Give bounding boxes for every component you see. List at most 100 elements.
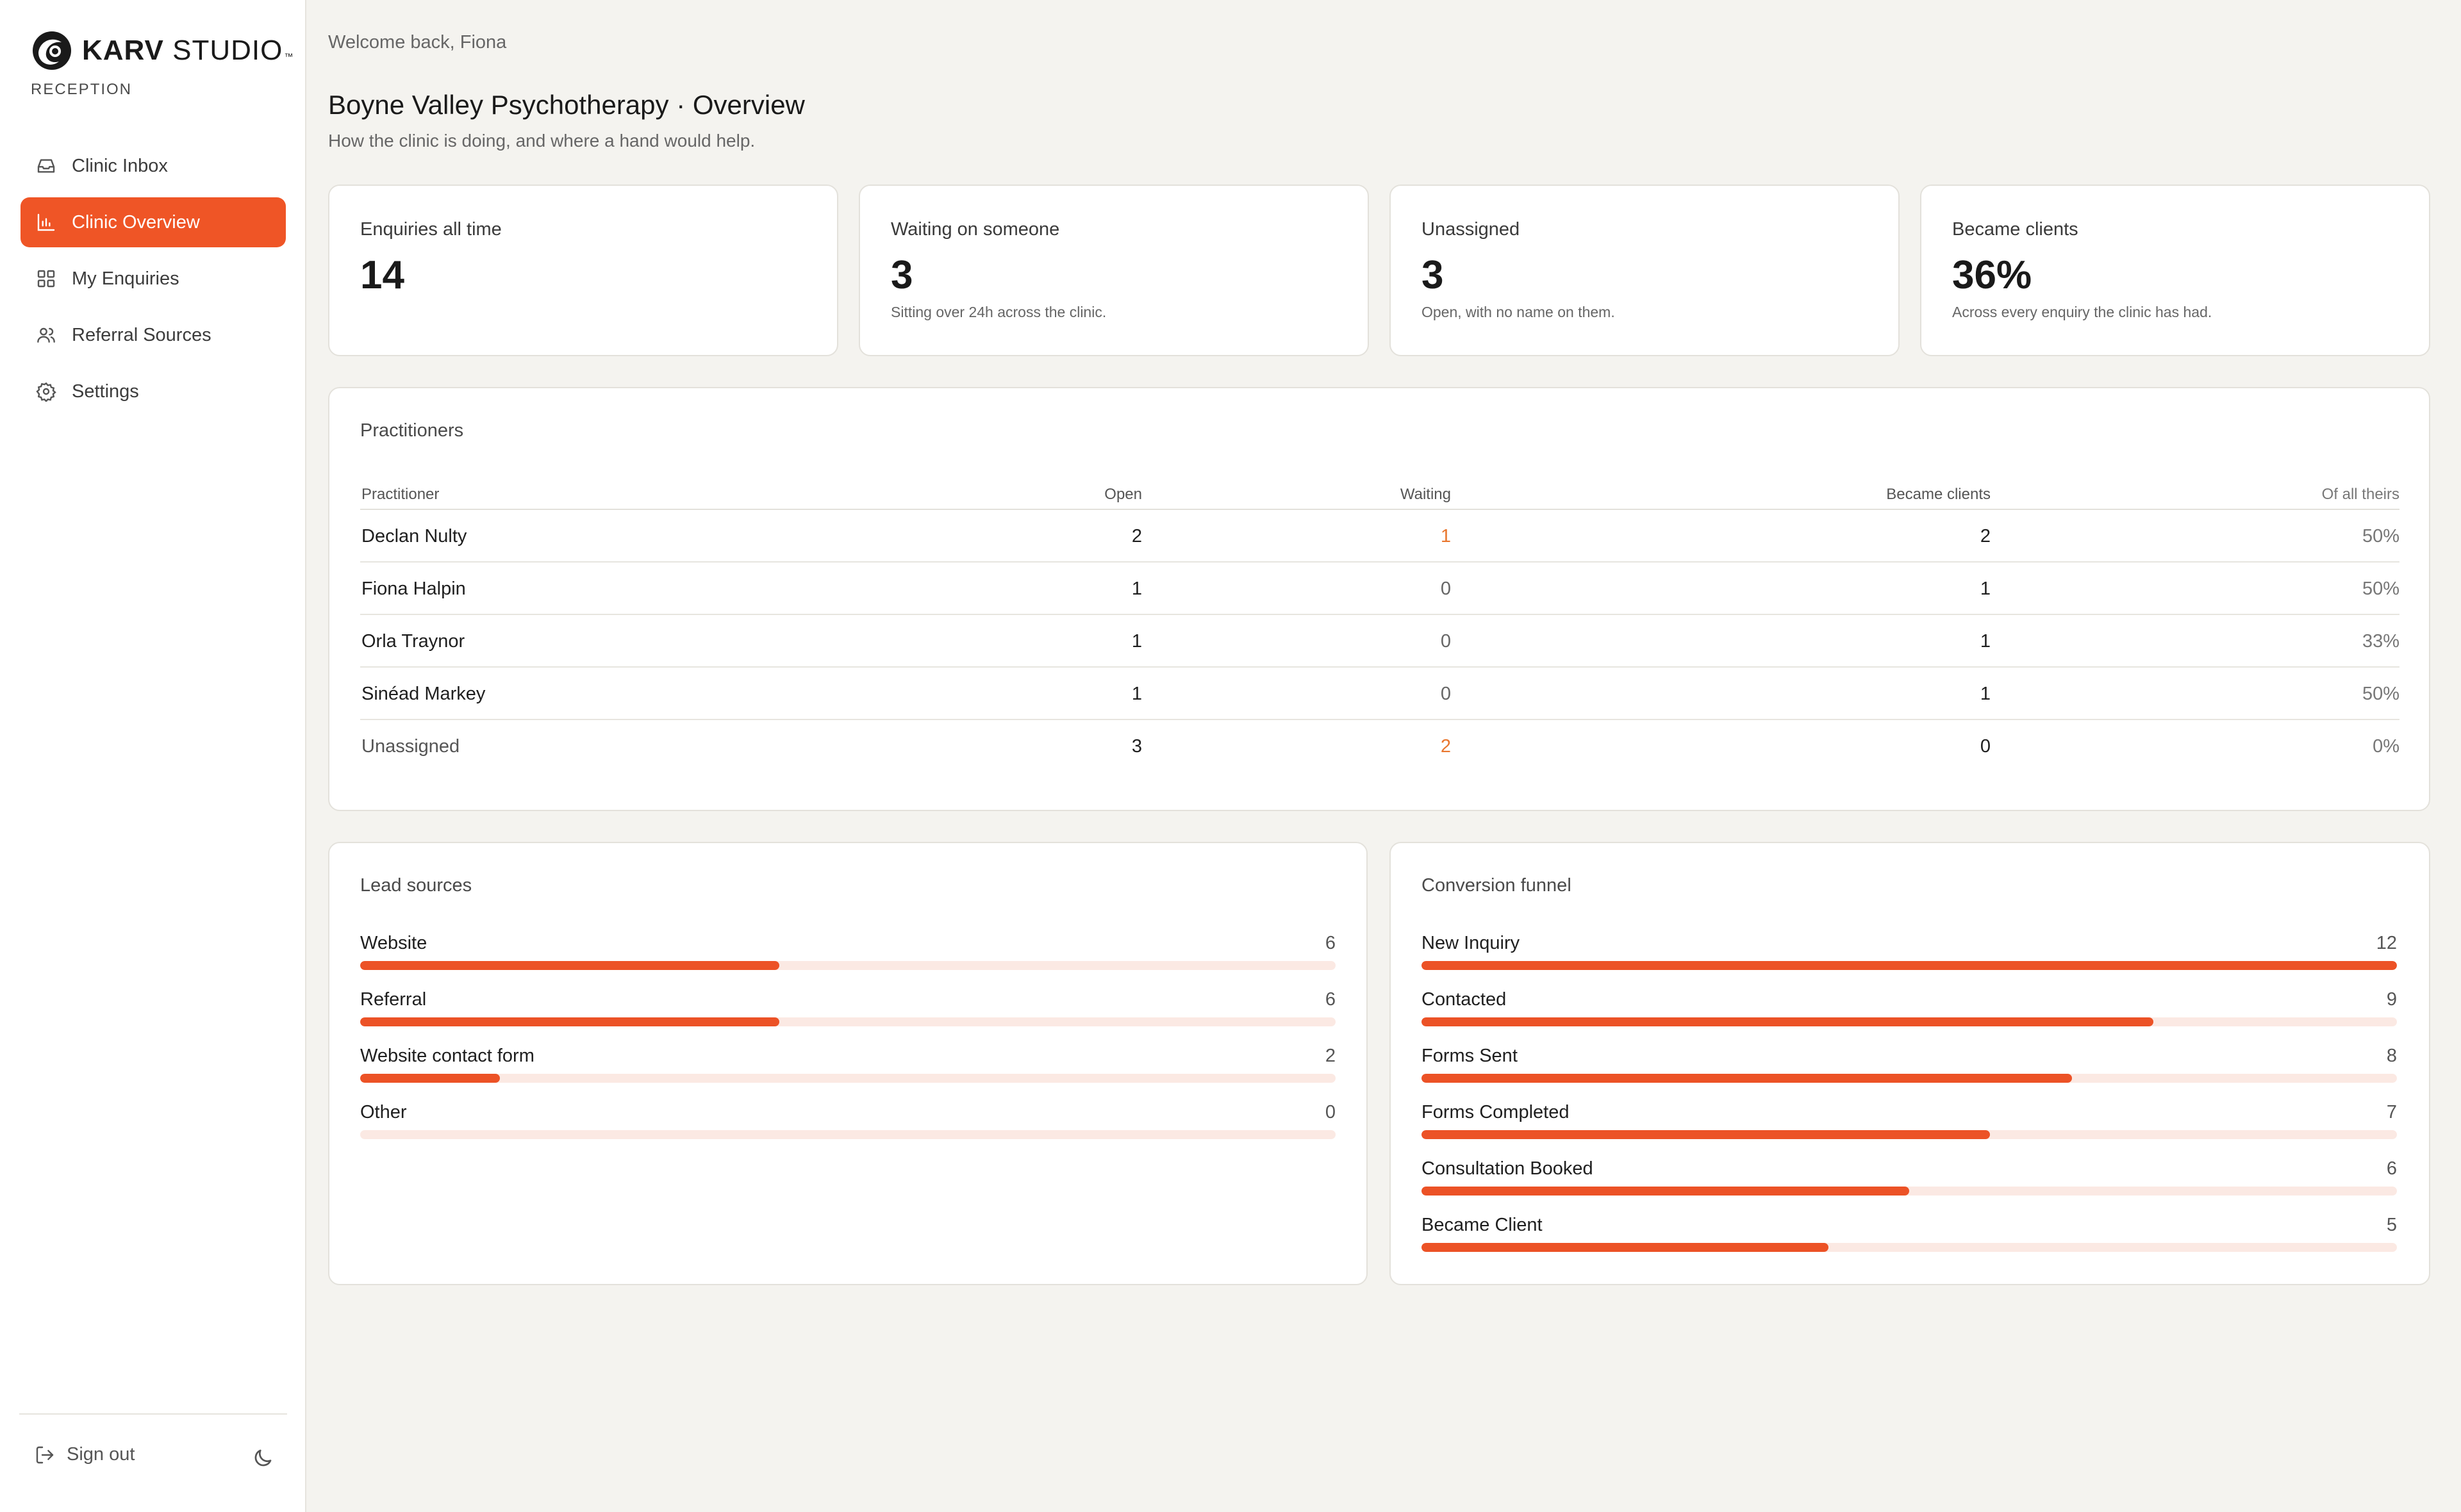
became-count: 1 (1980, 631, 1991, 652)
bar-label: Referral (360, 989, 427, 1010)
funnel-stage-item: Forms Sent 8 (1421, 1043, 2397, 1099)
column-header: Open (1104, 486, 1142, 503)
bar-count: 6 (2386, 1158, 2397, 1179)
bar-fill (1421, 1243, 1828, 1252)
stat-title: Waiting on someone (891, 219, 1060, 240)
bar-count: 7 (2386, 1102, 2397, 1122)
sign-out-button[interactable]: Sign out (35, 1444, 135, 1465)
became-count: 1 (1980, 684, 1991, 704)
bar-fill (1421, 961, 2397, 970)
stat-card-unassigned: Unassigned 3 Open, with no name on them. (1389, 185, 1900, 356)
stat-title: Unassigned (1421, 219, 1520, 240)
funnel-stage-item: New Inquiry 12 (1421, 930, 2397, 987)
sidebar-item-clinic-inbox[interactable]: Clinic Inbox (21, 141, 286, 191)
sidebar-item-clinic-overview[interactable]: Clinic Overview (21, 197, 286, 247)
bar-fill (1421, 1074, 2073, 1083)
open-count: 1 (1131, 579, 1142, 599)
bar-fill (1421, 1187, 1909, 1196)
sidebar-item-label: Referral Sources (72, 324, 211, 345)
table-row[interactable]: Declan Nulty 2 1 2 50% (360, 510, 2399, 563)
stat-value: 36% (1952, 253, 2032, 297)
open-count: 1 (1131, 684, 1142, 704)
conversion-percent: 33% (2362, 631, 2399, 652)
lead-source-item: Other 0 (360, 1099, 1336, 1156)
became-count: 2 (1980, 526, 1991, 546)
table-row[interactable]: Fiona Halpin 1 0 1 50% (360, 563, 2399, 615)
inbox-icon (36, 156, 56, 176)
bar-label: Website contact form (360, 1046, 534, 1066)
bar-track (360, 1074, 1336, 1083)
sidebar-divider (19, 1413, 287, 1415)
stat-title: Became clients (1952, 219, 2078, 240)
waiting-count: 0 (1440, 684, 1451, 704)
lead-sources-title: Lead sources (360, 875, 472, 896)
table-row[interactable]: Orla Traynor 1 0 1 33% (360, 615, 2399, 668)
bar-track (360, 1130, 1336, 1139)
sidebar-item-label: Settings (72, 381, 139, 402)
waiting-count: 0 (1440, 631, 1451, 652)
lead-sources-list: Website 6 Referral 6 Website contact for… (360, 930, 1336, 1156)
gear-icon (36, 381, 56, 402)
bar-count: 6 (1325, 933, 1336, 953)
sidebar-item-settings[interactable]: Settings (21, 366, 286, 416)
practitioner-name: Orla Traynor (361, 631, 465, 652)
stat-title: Enquiries all time (360, 219, 502, 240)
table-row[interactable]: Sinéad Markey 1 0 1 50% (360, 668, 2399, 720)
stat-value: 3 (1421, 253, 1444, 297)
lead-source-item: Referral 6 (360, 987, 1336, 1043)
sidebar-item-referral-sources[interactable]: Referral Sources (21, 310, 286, 360)
sidebar-item-my-enquiries[interactable]: My Enquiries (21, 254, 286, 304)
moon-icon[interactable] (251, 1447, 274, 1470)
conversion-percent: 50% (2362, 526, 2399, 546)
open-count: 3 (1131, 736, 1142, 757)
page-title: Boyne Valley Psychotherapy · Overview (328, 90, 805, 120)
karv-logo-icon (33, 31, 71, 70)
lead-source-item: Website 6 (360, 930, 1336, 987)
bar-track (1421, 961, 2397, 970)
practitioner-name: Fiona Halpin (361, 579, 466, 599)
grid-icon (36, 268, 56, 289)
bar-track (360, 961, 1336, 970)
bar-track (1421, 1017, 2397, 1026)
became-count: 1 (1980, 579, 1991, 599)
stat-note: Across every enquiry the clinic has had. (1952, 304, 2212, 320)
practitioners-title: Practitioners (360, 420, 464, 441)
bar-label: Forms Completed (1421, 1102, 1570, 1122)
bar-label: Other (360, 1102, 407, 1122)
table-row[interactable]: Unassigned 3 2 0 0% (360, 720, 2399, 773)
bar-fill (1421, 1017, 2153, 1026)
conversion-funnel-card: Conversion funnel New Inquiry 12 Contact… (1389, 842, 2430, 1285)
bar-count: 5 (2386, 1215, 2397, 1235)
conversion-percent: 50% (2362, 579, 2399, 599)
funnel-stage-item: Contacted 9 (1421, 987, 2397, 1043)
stat-note: Open, with no name on them. (1421, 304, 1615, 320)
column-header: Of all theirs (2321, 486, 2399, 503)
stat-value: 3 (891, 253, 913, 297)
sign-out-icon (35, 1445, 55, 1465)
bar-label: Consultation Booked (1421, 1158, 1593, 1179)
column-header: Practitioner (361, 486, 440, 503)
brand-logo[interactable]: KARV STUDIO ™ (29, 28, 294, 73)
funnel-stage-item: Became Client 5 (1421, 1212, 2397, 1269)
bar-count: 0 (1325, 1102, 1336, 1122)
stat-card-became-clients: Became clients 36% Across every enquiry … (1920, 185, 2430, 356)
sidebar-item-label: Clinic Inbox (72, 155, 168, 176)
bar-track (1421, 1130, 2397, 1139)
welcome-text: Welcome back, Fiona (328, 32, 507, 53)
bar-count: 12 (2376, 933, 2397, 953)
became-count: 0 (1980, 736, 1991, 757)
sign-out-label: Sign out (67, 1444, 135, 1465)
bar-count: 8 (2386, 1046, 2397, 1066)
stat-note: Sitting over 24h across the clinic. (891, 304, 1107, 320)
funnel-stage-item: Forms Completed 7 (1421, 1099, 2397, 1156)
waiting-count: 1 (1440, 526, 1451, 546)
funnel-stage-item: Consultation Booked 6 (1421, 1156, 2397, 1212)
bar-fill (360, 1017, 780, 1026)
bar-track (1421, 1187, 2397, 1196)
stat-card-enquiries: Enquiries all time 14 (328, 185, 838, 356)
lead-source-item: Website contact form 2 (360, 1043, 1336, 1099)
bar-track (360, 1017, 1336, 1026)
column-header: Waiting (1400, 486, 1451, 503)
open-count: 1 (1131, 631, 1142, 652)
stat-value: 14 (360, 253, 404, 297)
